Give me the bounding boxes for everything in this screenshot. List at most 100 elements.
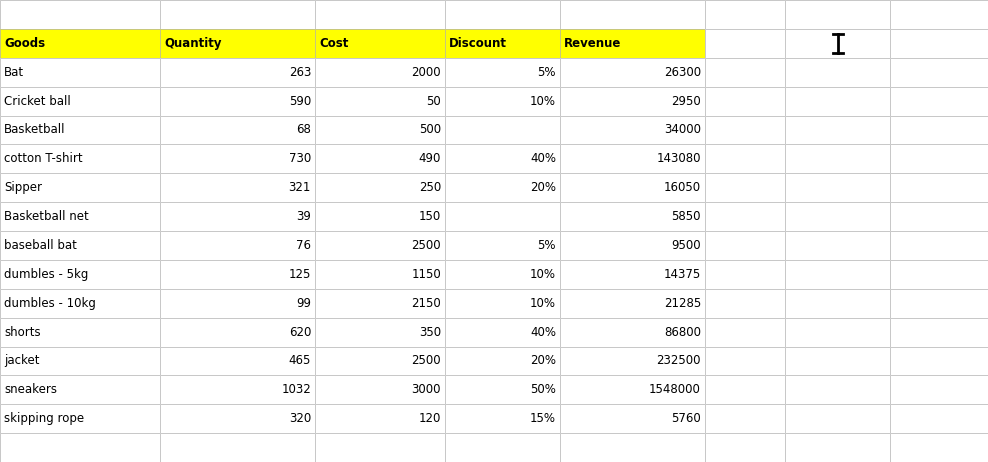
Bar: [705, 346, 785, 375]
Bar: [445, 202, 560, 231]
Text: 9500: 9500: [672, 239, 701, 252]
Text: 14375: 14375: [664, 268, 701, 281]
Bar: [0, 318, 160, 346]
Bar: [445, 144, 560, 173]
Bar: [890, 29, 988, 58]
Bar: [705, 144, 785, 173]
Bar: [445, 116, 560, 144]
Text: 500: 500: [419, 123, 441, 136]
Text: 21285: 21285: [664, 297, 701, 310]
Text: 320: 320: [288, 412, 311, 425]
Bar: [890, 87, 988, 116]
Bar: [160, 116, 315, 144]
Text: 39: 39: [296, 210, 311, 223]
Bar: [0, 404, 160, 433]
Bar: [785, 173, 890, 202]
Text: Basketball: Basketball: [4, 123, 65, 136]
Bar: [160, 231, 315, 260]
Bar: [160, 202, 315, 231]
Bar: [705, 318, 785, 346]
Text: 40%: 40%: [530, 326, 556, 339]
Bar: [445, 0, 560, 29]
Text: Goods: Goods: [4, 37, 45, 50]
Bar: [160, 0, 315, 29]
Bar: [560, 404, 705, 433]
Bar: [0, 346, 160, 375]
Bar: [445, 173, 560, 202]
Bar: [560, 375, 705, 404]
Bar: [890, 404, 988, 433]
Bar: [560, 260, 705, 289]
Bar: [785, 404, 890, 433]
Text: 620: 620: [288, 326, 311, 339]
Bar: [890, 404, 988, 433]
Bar: [0, 202, 160, 231]
Bar: [315, 144, 445, 173]
Bar: [315, 144, 445, 173]
Text: Revenue: Revenue: [564, 37, 621, 50]
Bar: [890, 433, 988, 462]
Bar: [785, 144, 890, 173]
Text: Cricket ball: Cricket ball: [4, 95, 71, 108]
Text: 2150: 2150: [411, 297, 441, 310]
Bar: [315, 0, 445, 29]
Bar: [445, 404, 560, 433]
Bar: [890, 173, 988, 202]
Bar: [315, 433, 445, 462]
Bar: [315, 404, 445, 433]
Bar: [560, 318, 705, 346]
Bar: [560, 58, 705, 87]
Bar: [890, 116, 988, 144]
Bar: [160, 144, 315, 173]
Bar: [785, 202, 890, 231]
Bar: [160, 346, 315, 375]
Bar: [160, 260, 315, 289]
Bar: [560, 289, 705, 318]
Bar: [315, 375, 445, 404]
Bar: [705, 58, 785, 87]
Bar: [890, 144, 988, 173]
Bar: [0, 0, 160, 29]
Bar: [0, 173, 160, 202]
Bar: [445, 346, 560, 375]
Bar: [560, 346, 705, 375]
Bar: [315, 404, 445, 433]
Text: baseball bat: baseball bat: [4, 239, 77, 252]
Bar: [890, 346, 988, 375]
Bar: [445, 0, 560, 29]
Bar: [315, 29, 445, 58]
Bar: [785, 289, 890, 318]
Text: 2500: 2500: [411, 239, 441, 252]
Bar: [705, 0, 785, 29]
Bar: [160, 318, 315, 346]
Bar: [315, 202, 445, 231]
Bar: [785, 289, 890, 318]
Text: shorts: shorts: [4, 326, 41, 339]
Text: 263: 263: [288, 66, 311, 79]
Bar: [785, 404, 890, 433]
Text: 590: 590: [288, 95, 311, 108]
Text: 5%: 5%: [537, 239, 556, 252]
Bar: [445, 29, 560, 58]
Bar: [560, 29, 705, 58]
Text: Sipper: Sipper: [4, 181, 42, 194]
Bar: [785, 29, 890, 58]
Bar: [160, 58, 315, 87]
Bar: [445, 433, 560, 462]
Bar: [445, 318, 560, 346]
Bar: [160, 144, 315, 173]
Bar: [0, 260, 160, 289]
Bar: [445, 260, 560, 289]
Bar: [705, 231, 785, 260]
Bar: [0, 116, 160, 144]
Bar: [160, 173, 315, 202]
Bar: [160, 29, 315, 58]
Bar: [160, 173, 315, 202]
Bar: [0, 433, 160, 462]
Bar: [445, 433, 560, 462]
Text: 86800: 86800: [664, 326, 701, 339]
Bar: [315, 375, 445, 404]
Bar: [315, 260, 445, 289]
Bar: [705, 404, 785, 433]
Bar: [0, 87, 160, 116]
